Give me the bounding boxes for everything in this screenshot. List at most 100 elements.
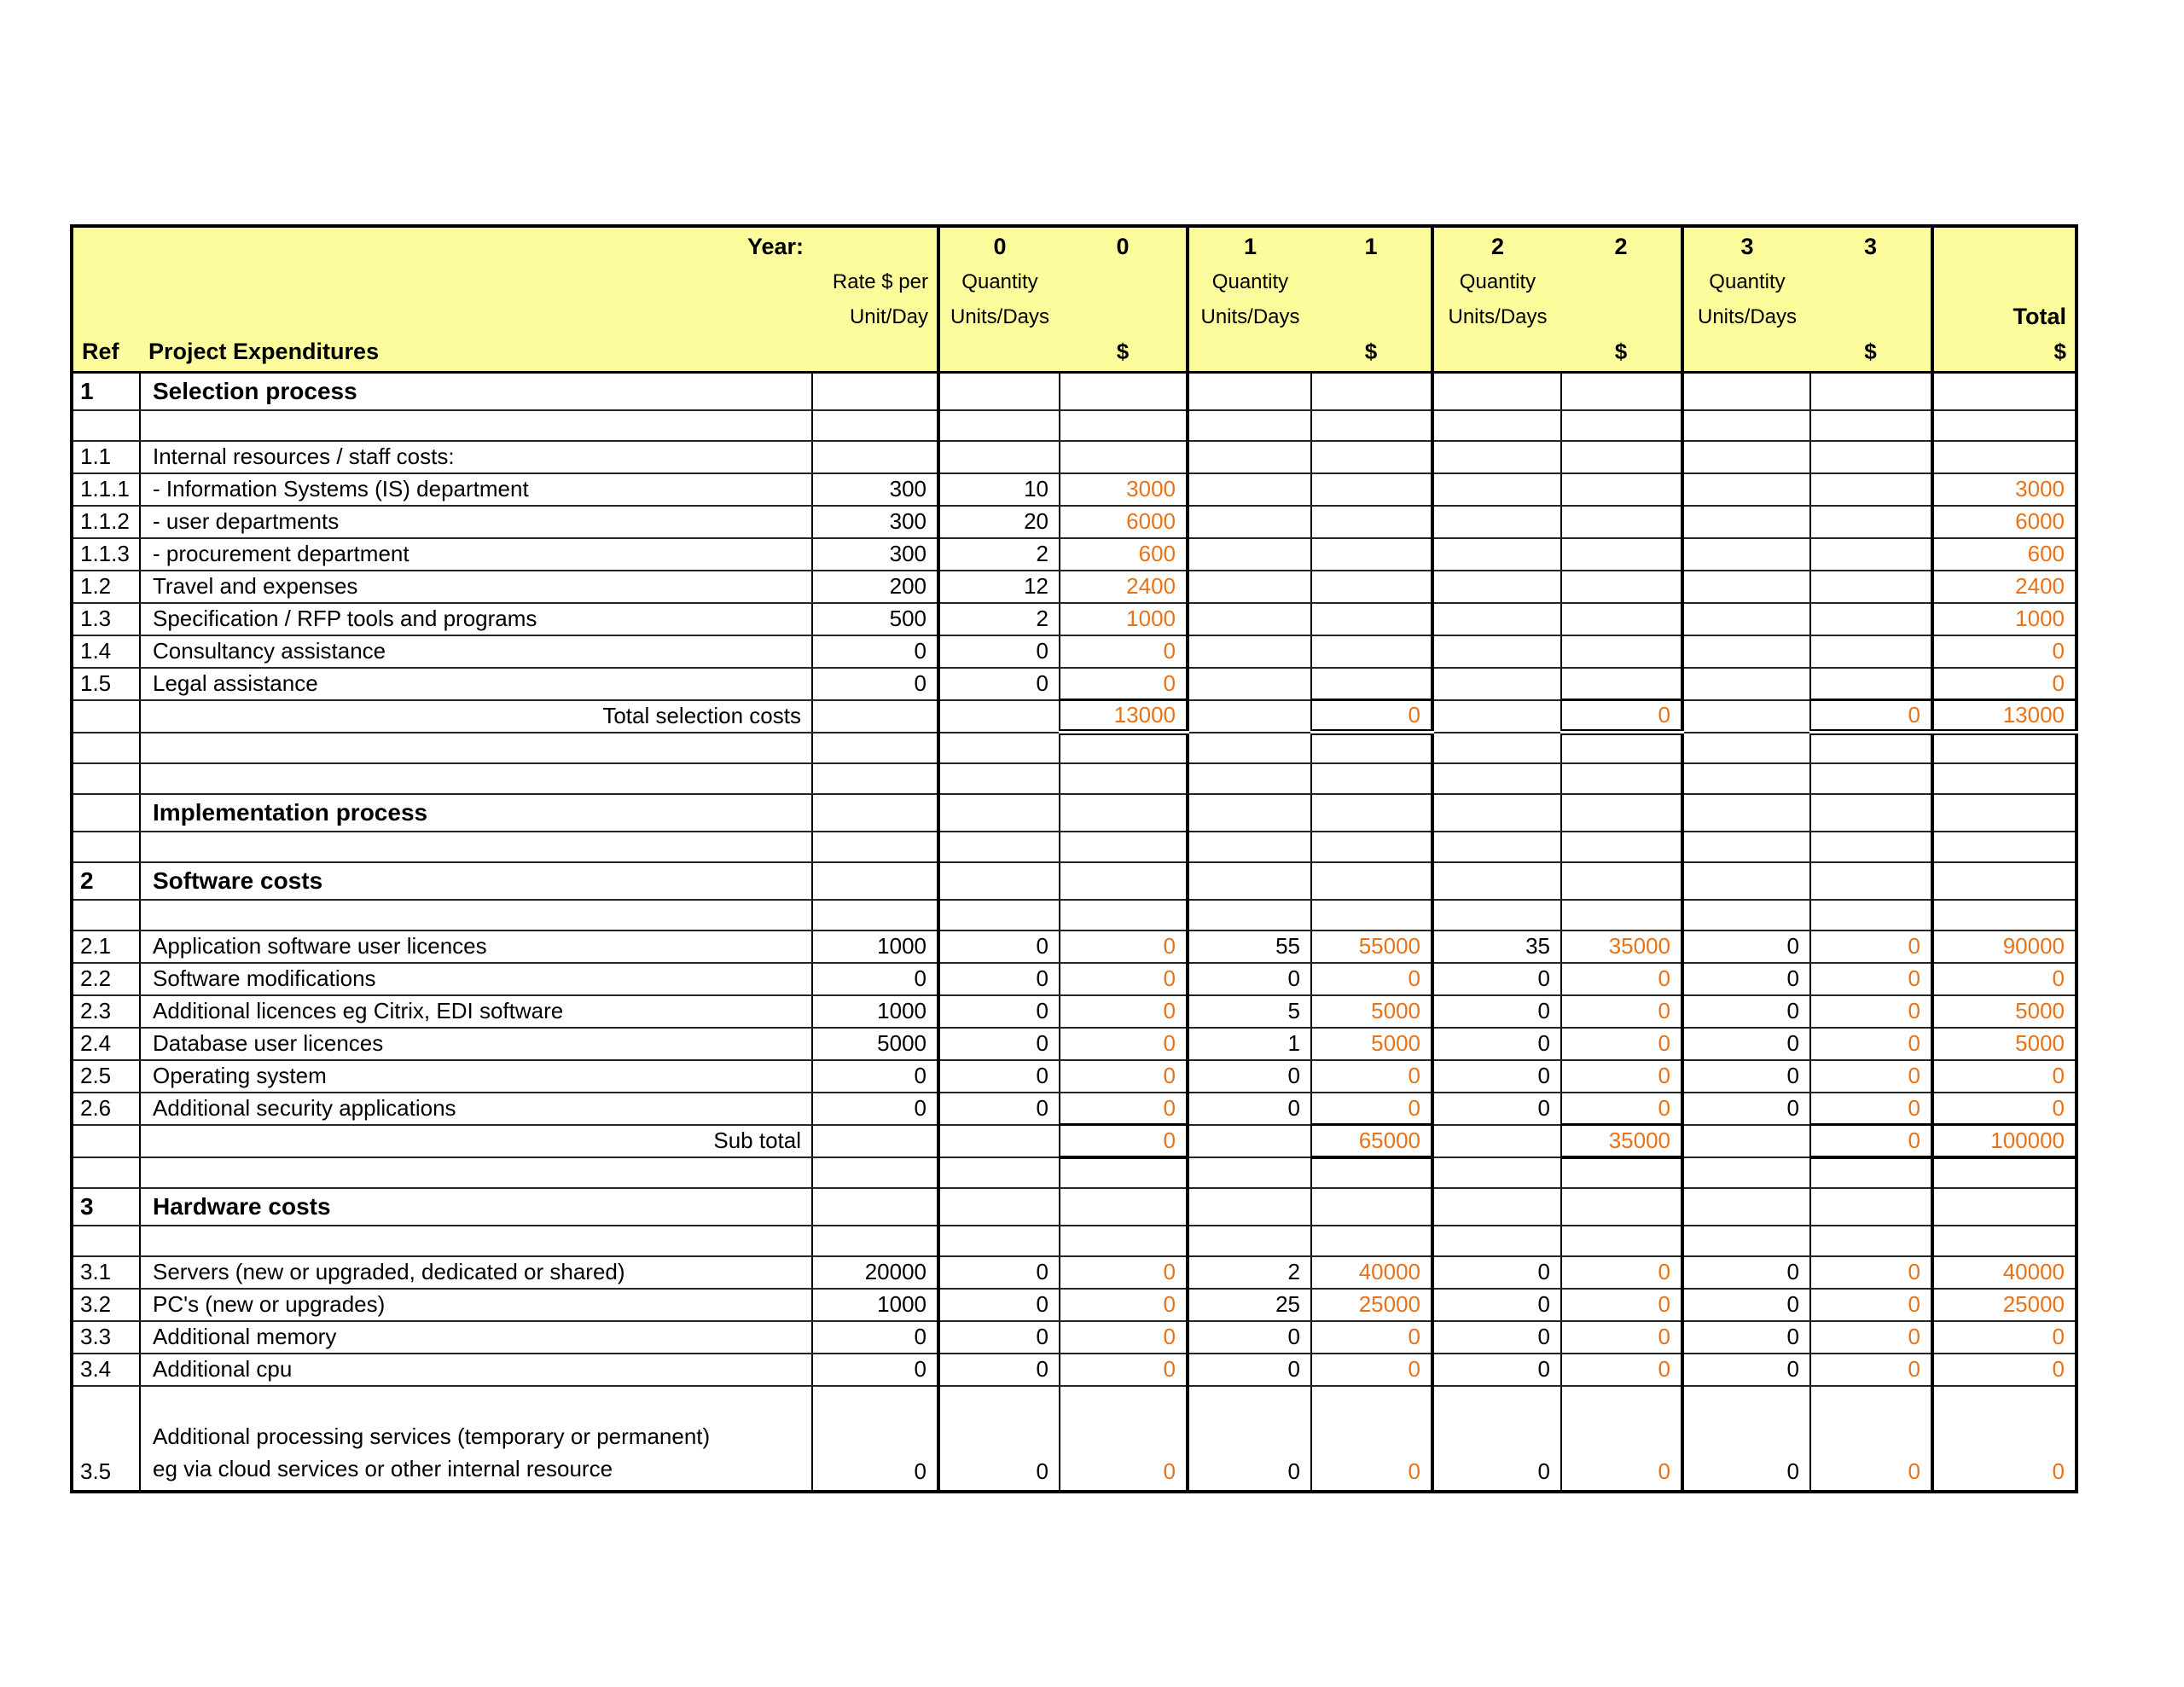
- table-row: 1.1.1- Information Systems (IS) departme…: [72, 472, 2077, 507]
- cell-year1-amount: 0: [1310, 1320, 1432, 1354]
- rate-label-line2: Unit/Day: [849, 305, 928, 328]
- cell-year0-qty: [937, 732, 1060, 764]
- cell-ref: 1.1.2: [72, 505, 140, 539]
- ref-column-label: Ref: [82, 339, 119, 364]
- cell-rate-per-unit-day: [811, 899, 938, 931]
- cell-year1-qty: [1186, 440, 1311, 474]
- cell-rate-per-unit-day: 0: [811, 1092, 938, 1126]
- cell-year3-amount: 0: [1809, 1353, 1932, 1387]
- table-header: Ref Year: Project Expenditures Rate $ pe…: [72, 226, 2077, 374]
- cell-year1-qty: [1186, 831, 1311, 863]
- cell-year0-qty: 20: [937, 505, 1060, 539]
- cell-ref: 1: [72, 372, 140, 411]
- cell-year1-qty: [1186, 1157, 1311, 1189]
- cell-ref: 1.1.3: [72, 537, 140, 571]
- cell-ref: [72, 1124, 140, 1158]
- cell-year0-qty: 0: [937, 994, 1060, 1029]
- cell-year0-amount: [1059, 861, 1188, 901]
- cell-ref: 3.1: [72, 1255, 140, 1290]
- cell-year2-qty: [1431, 793, 1561, 832]
- cell-year1-qty: 0: [1186, 1385, 1311, 1492]
- cell-year3-qty: [1681, 505, 1810, 539]
- table-row: 1.5 Legal assistance 0 0 0 0: [72, 667, 2077, 701]
- cell-year0-amount: 2400: [1059, 570, 1188, 604]
- cell-description: [139, 899, 812, 931]
- cell-ref: [72, 1157, 140, 1189]
- cell-rate-per-unit-day: [811, 409, 938, 442]
- cell-year3-amount: [1809, 732, 1932, 764]
- cell-year3-amount: 0: [1809, 1027, 1932, 1061]
- cell-year2-amount: [1560, 537, 1682, 571]
- cell-year2-qty: 0: [1431, 1385, 1561, 1492]
- cell-total: 0: [1931, 1320, 2077, 1354]
- year1-number: 1: [1243, 234, 1258, 259]
- cell-year1-qty: [1186, 861, 1311, 901]
- cell-year2-qty: [1431, 732, 1561, 764]
- cell-year1-qty: 1: [1186, 1027, 1311, 1061]
- cell-rate-per-unit-day: 1000: [811, 930, 938, 964]
- cell-year2-amount: 0: [1560, 699, 1682, 735]
- year3-number: 3: [1740, 234, 1754, 259]
- cell-year0-amount: [1059, 793, 1188, 832]
- cell-year3-qty: 0: [1681, 1092, 1810, 1126]
- cell-ref: 1.2: [72, 570, 140, 604]
- cell-year3-amount: 0: [1809, 994, 1932, 1029]
- cell-year0-qty: 0: [937, 1059, 1060, 1093]
- dollar-sign: $: [1614, 339, 1628, 364]
- cell-year0-amount: 0: [1059, 1288, 1188, 1322]
- cell-year0-amount: 3000: [1059, 472, 1188, 507]
- table-row: [72, 732, 2077, 764]
- cell-year1-qty: [1186, 899, 1311, 931]
- cell-year2-qty: 0: [1431, 1059, 1561, 1093]
- table-row: 2 Software costs: [72, 861, 2077, 901]
- cell-ref: [72, 699, 140, 733]
- cell-year1-qty: [1186, 409, 1311, 442]
- table-row: 3 Hardware costs: [72, 1187, 2077, 1226]
- cell-total: 25000: [1931, 1288, 2077, 1322]
- cell-year0-amount: 0: [1059, 1353, 1188, 1387]
- cell-year2-qty: [1431, 537, 1561, 571]
- cell-description: Additional licences eg Citrix, EDI softw…: [139, 994, 812, 1029]
- cell-ref: 2.4: [72, 1027, 140, 1061]
- cell-year0-amount: 0: [1059, 1385, 1188, 1492]
- cell-year1-amount: [1310, 762, 1432, 795]
- cell-year2-qty: [1431, 440, 1561, 474]
- cell-year2-amount: [1560, 899, 1682, 931]
- year0-number: 0: [1116, 234, 1130, 259]
- cell-total: 100000: [1931, 1123, 2077, 1159]
- cell-year2-amount: 35000: [1560, 1123, 1682, 1159]
- cell-total: [1931, 793, 2077, 832]
- cell-year3-amount: 0: [1809, 1320, 1932, 1354]
- cell-year0-qty: [937, 1225, 1060, 1257]
- cell-year3-amount: [1809, 762, 1932, 795]
- cell-year0-qty: [937, 899, 1060, 931]
- cell-year3-qty: [1681, 899, 1810, 931]
- cell-year1-amount: [1310, 440, 1432, 474]
- table-row: 3.3 Additional memory 0 0 0 0 0 0 0 0 0 0: [72, 1320, 2077, 1354]
- cell-year3-amount: [1809, 1187, 1932, 1226]
- cell-rate-per-unit-day: 20000: [811, 1255, 938, 1290]
- cell-year0-amount: 600: [1059, 537, 1188, 571]
- cell-rate-per-unit-day: 0: [811, 1059, 938, 1093]
- cell-year3-qty: 0: [1681, 1353, 1810, 1387]
- units-days-label: Units/Days: [1200, 305, 1300, 328]
- cell-total: [1931, 1157, 2077, 1189]
- cell-year0-qty: 0: [937, 1288, 1060, 1322]
- cell-year1-amount: [1310, 831, 1432, 863]
- cell-year0-qty: [937, 1157, 1060, 1189]
- cell-rate-per-unit-day: 5000: [811, 1027, 938, 1061]
- cell-year3-amount: 0: [1809, 1059, 1932, 1093]
- cell-total: 90000: [1931, 930, 2077, 964]
- cell-year3-qty: [1681, 635, 1810, 669]
- cell-year2-qty: [1431, 1157, 1561, 1189]
- cell-total: 0: [1931, 667, 2077, 701]
- table-row: [72, 762, 2077, 795]
- cell-ref: 2.3: [72, 994, 140, 1029]
- header-total-cell: Total $: [1931, 226, 2077, 374]
- cell-year3-qty: [1681, 537, 1810, 571]
- project-expenditures-label: Project Expenditures: [148, 339, 380, 364]
- cell-year1-qty: [1186, 635, 1311, 669]
- table-row: [72, 831, 2077, 863]
- cell-year3-qty: 0: [1681, 1385, 1810, 1492]
- cell-ref: [72, 831, 140, 863]
